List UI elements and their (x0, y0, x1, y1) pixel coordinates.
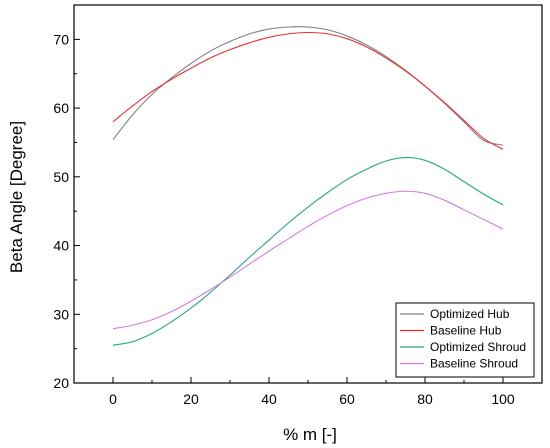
x-tick-label: 40 (261, 391, 277, 407)
series-line-baseline-shroud (112, 190, 504, 330)
x-tick-label: 0 (109, 391, 117, 407)
y-tick-label: 40 (53, 238, 69, 254)
legend: Optimized Hub Baseline Hub Optimized Shrou… (395, 302, 535, 378)
legend-label: Baseline Shroud (430, 357, 518, 371)
x-tick-label: 100 (491, 391, 515, 407)
legend-box (395, 302, 535, 378)
y-tick-label: 30 (53, 306, 69, 322)
legend-label: Baseline Hub (430, 324, 502, 338)
series-lines (112, 26, 504, 346)
y-axis-title: Beta Angle [Degree] (7, 121, 26, 273)
y-tick-label: 70 (53, 31, 69, 47)
x-tick-label: 60 (339, 391, 355, 407)
axes: 0 20 40 60 80 100 20 30 40 50 60 70 (53, 4, 543, 407)
legend-label: Optimized Hub (430, 307, 510, 321)
x-tick-label: 20 (183, 391, 199, 407)
y-tick-label: 60 (53, 100, 69, 116)
legend-label: Optimized Shroud (430, 340, 526, 354)
y-tick-label: 50 (53, 169, 69, 185)
y-tick-label: 20 (53, 375, 69, 391)
series-line-optimized-hub (112, 26, 504, 146)
x-tick-label: 80 (417, 391, 433, 407)
series-line-optimized-shroud (112, 157, 504, 346)
x-axis-title: % m [-] (283, 425, 337, 444)
series-line-baseline-hub (112, 31, 504, 150)
